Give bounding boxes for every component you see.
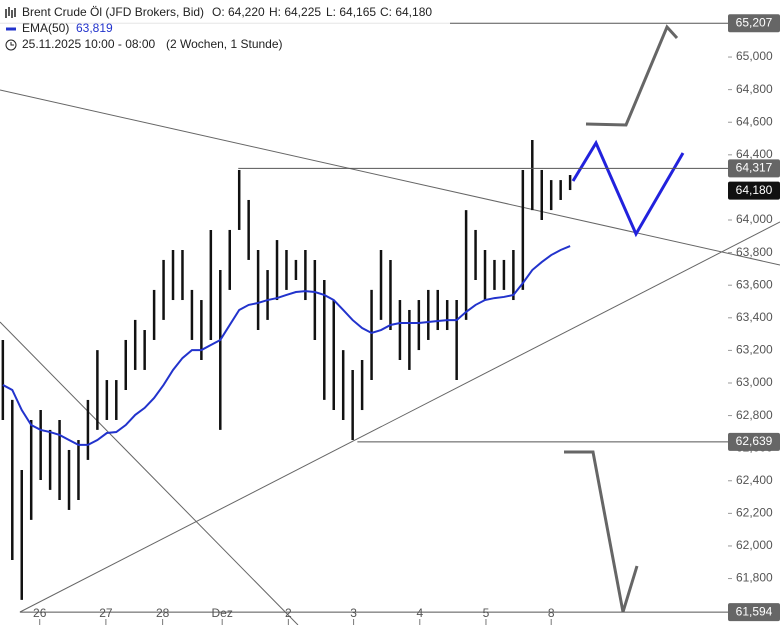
x-tick-label: 4	[416, 606, 423, 620]
y-tick-label: 64,400	[736, 147, 773, 161]
level-label: 65,207	[736, 15, 773, 29]
open: O: 64,220	[212, 5, 265, 19]
period: 25.11.2025 10:00 - 08:00	[22, 37, 156, 51]
ema-name: EMA(50)	[22, 21, 69, 35]
x-tick-label: 8	[548, 606, 555, 620]
y-tick-label: 64,600	[736, 114, 773, 128]
low: L: 64,165	[326, 5, 376, 19]
zigzag-arrow	[571, 139, 685, 238]
level-tag	[728, 432, 780, 451]
x-tick-label: 27	[99, 606, 113, 620]
y-tick-label: 62,000	[736, 538, 773, 552]
x-tick-label: 3	[350, 606, 357, 620]
last-price-tag	[728, 181, 780, 200]
level-tag	[728, 603, 780, 622]
x-tick-label: 5	[483, 606, 490, 620]
trend-line	[19, 221, 780, 613]
y-tick-label: 62,400	[736, 473, 773, 487]
header: Brent Crude Öl (JFD Brokers, Bid) O: 64,…	[0, 0, 450, 54]
level-label: 61,594	[736, 604, 773, 618]
clock-icon	[5, 39, 17, 51]
bull-arrow	[585, 24, 679, 127]
y-tick-label: 63,000	[736, 375, 773, 389]
y-tick-label: 63,400	[736, 310, 773, 324]
instrument-title: Brent Crude Öl (JFD Brokers, Bid)	[22, 5, 204, 19]
ema-value: 63,819	[76, 21, 113, 35]
level-label: 62,639	[736, 434, 773, 448]
trend-line	[0, 321, 299, 625]
y-tick-label: 61,800	[736, 571, 773, 585]
last-price-label: 64,180	[736, 183, 773, 197]
bars-icon	[5, 7, 16, 18]
y-tick-label: 63,600	[736, 277, 773, 291]
ema-line	[2, 245, 571, 446]
y-tick-label: 62,200	[736, 506, 773, 520]
y-tick-label: 63,200	[736, 343, 773, 357]
x-tick-label: 26	[33, 606, 47, 620]
x-tick-label: 2	[285, 606, 292, 620]
clock-hands	[10, 42, 14, 46]
x-tick-label: 28	[156, 606, 170, 620]
y-tick-label: 64,000	[736, 212, 773, 226]
x-tick-label: Dez	[212, 606, 233, 620]
bear-arrow	[564, 450, 639, 613]
y-tick-label: 65,000	[736, 49, 773, 63]
level-tag	[728, 14, 780, 33]
y-tick-label: 64,800	[736, 82, 773, 96]
level-tag	[728, 159, 780, 178]
trend-line	[0, 89, 780, 266]
high: H: 64,225	[269, 5, 321, 19]
y-tick-label: 62,800	[736, 408, 773, 422]
period-note: (2 Wochen, 1 Stunde)	[166, 37, 283, 51]
y-tick-label: 63,800	[736, 245, 773, 259]
trend-lines	[0, 89, 780, 625]
header-bg	[0, 0, 450, 54]
level-label: 64,317	[736, 161, 773, 175]
close: C: 64,180	[380, 5, 432, 19]
plot: 61,80062,00062,20062,40062,60062,80063,0…	[0, 22, 780, 625]
scenario-arrows	[564, 24, 685, 613]
